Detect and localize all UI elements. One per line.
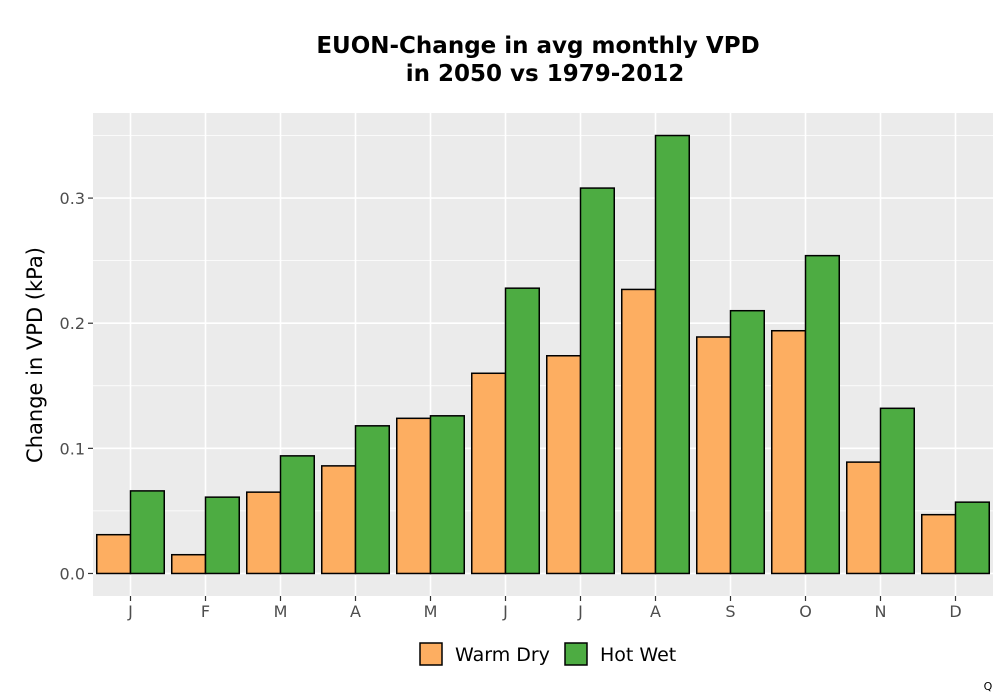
chart-title-line-1: EUON-Change in avg monthly VPD [316, 33, 759, 59]
bars [96, 134, 990, 575]
x-tick-label: A [650, 602, 661, 621]
bar-warm-dry [546, 355, 582, 575]
x-tick-label: M [424, 602, 438, 621]
bar-warm-dry [696, 336, 732, 575]
bar-hot-wet [729, 309, 765, 575]
y-tick-label: 0.2 [60, 314, 85, 333]
x-tick-label: N [875, 602, 887, 621]
legend-label: Hot Wet [600, 644, 676, 666]
bar-warm-dry [846, 461, 882, 575]
bar-warm-dry [921, 513, 957, 575]
bar-warm-dry [771, 329, 807, 575]
bar-hot-wet [504, 287, 540, 575]
legend-label: Warm Dry [455, 644, 550, 666]
bar-hot-wet [204, 496, 240, 575]
bar-hot-wet [129, 490, 165, 575]
x-tick-label: F [201, 602, 210, 621]
bar-warm-dry [621, 288, 657, 575]
y-tick-label: 0.3 [60, 189, 85, 208]
x-tick-label: J [577, 602, 583, 621]
x-tick-label: J [502, 602, 508, 621]
bar-hot-wet [879, 407, 915, 575]
corner-mark: Q [984, 680, 993, 693]
legend: Warm Dry Hot Wet [419, 642, 676, 666]
bar-warm-dry [471, 372, 507, 575]
bar-hot-wet [429, 415, 465, 575]
bar-hot-wet [954, 501, 990, 575]
bar-warm-dry [396, 417, 432, 575]
x-tick-label: M [274, 602, 288, 621]
y-axis-label: Change in VPD (kPa) [23, 247, 47, 463]
x-tick-label: A [350, 602, 361, 621]
y-tick-label: 0.1 [60, 439, 85, 458]
plot-panel [93, 113, 993, 596]
bar-warm-dry [96, 533, 132, 575]
bar-hot-wet [279, 455, 315, 575]
x-tick-label: O [799, 602, 812, 621]
y-axis-ticks: 0.0 0.1 0.2 0.3 [60, 189, 93, 583]
x-tick-label: D [949, 602, 961, 621]
bar-hot-wet [654, 134, 690, 575]
chart-title-line-2: in 2050 vs 1979-2012 [406, 61, 685, 87]
bar-warm-dry [246, 491, 282, 575]
x-tick-label: S [725, 602, 735, 621]
legend-key-warm-dry [419, 642, 443, 666]
bar-hot-wet [804, 254, 840, 575]
bar-warm-dry [171, 553, 207, 575]
y-tick-label: 0.0 [60, 564, 85, 583]
bar-warm-dry [321, 465, 357, 575]
x-tick-label: J [127, 602, 133, 621]
bar-hot-wet [354, 425, 390, 575]
legend-key-hot-wet [564, 642, 588, 666]
bar-hot-wet [579, 187, 615, 575]
